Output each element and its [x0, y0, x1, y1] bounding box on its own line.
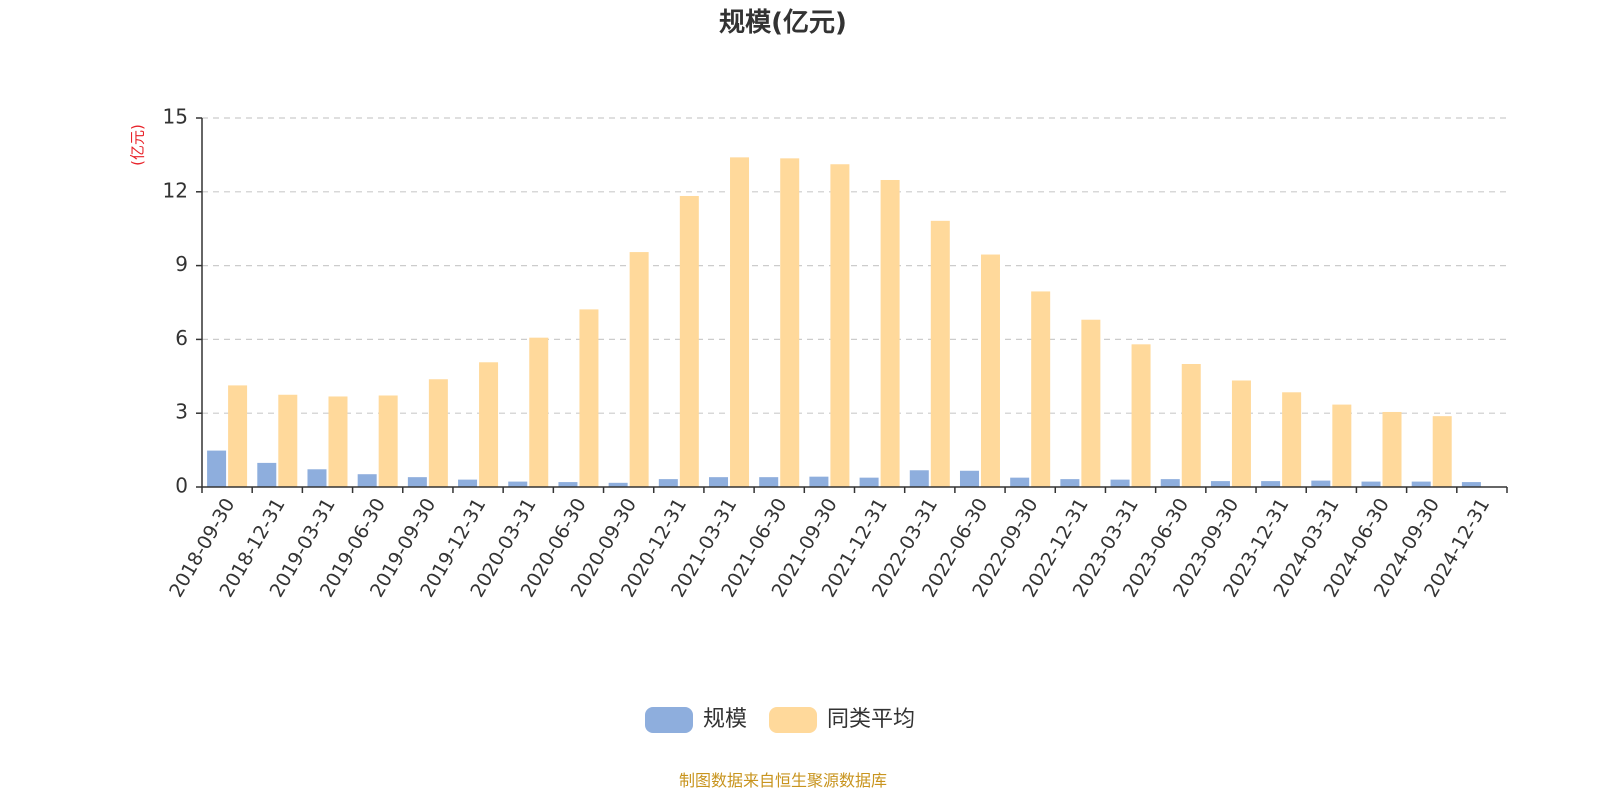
bar-scale	[207, 450, 227, 487]
bar-peer-average	[1031, 291, 1051, 487]
bar-peer-average	[980, 254, 1000, 487]
bar-scale	[658, 479, 678, 487]
bar-peer-average	[1432, 416, 1452, 487]
bar-scale	[257, 462, 277, 487]
bar-scale	[558, 482, 578, 487]
y-tick-label: 6	[175, 326, 188, 350]
bar-scale	[608, 482, 628, 487]
bar-scale	[1060, 479, 1080, 487]
bar-scale	[1311, 480, 1331, 487]
y-tick-label: 15	[163, 105, 188, 129]
bar-peer-average	[629, 252, 649, 487]
legend-label: 同类平均	[827, 707, 915, 732]
bar-scale	[458, 479, 478, 487]
legend-swatch	[769, 707, 818, 733]
bar-peer-average	[378, 395, 398, 487]
bars	[207, 157, 1481, 488]
data-source-note: 制图数据来自恒生聚源数据库	[679, 771, 887, 790]
bar-scale	[307, 469, 327, 487]
bar-scale	[1361, 481, 1381, 487]
bar-peer-average	[428, 379, 448, 487]
bar-peer-average	[1332, 404, 1352, 487]
bar-peer-average	[479, 362, 499, 487]
bar-peer-average	[1231, 380, 1251, 487]
bar-scale	[1160, 479, 1180, 487]
bar-scale	[859, 477, 879, 487]
bar-peer-average	[930, 220, 950, 487]
grid-lines	[202, 117, 1507, 414]
bar-scale	[1461, 482, 1481, 487]
bar-peer-average	[1181, 364, 1201, 487]
bar-peer-average	[1282, 392, 1302, 487]
bar-peer-average	[278, 394, 298, 487]
bar-peer-average	[228, 385, 248, 487]
bar-peer-average	[579, 309, 599, 487]
bar-scale	[508, 481, 528, 487]
bar-peer-average	[830, 164, 850, 488]
bar-scale	[709, 477, 729, 487]
y-axis-unit: (亿元)	[129, 124, 147, 166]
bar-scale	[407, 477, 427, 487]
bar-scale	[809, 476, 829, 487]
y-tick-label: 9	[175, 252, 188, 276]
bar-scale	[909, 470, 929, 487]
bar-scale	[1110, 479, 1130, 487]
bar-peer-average	[529, 337, 549, 487]
bar-scale	[1010, 477, 1030, 487]
bar-peer-average	[780, 158, 800, 487]
bar-scale	[759, 477, 779, 487]
bar-scale	[1411, 481, 1431, 487]
bar-peer-average	[880, 179, 900, 487]
chart-title: 规模(亿元)	[719, 8, 847, 38]
y-tick-label: 3	[175, 400, 188, 424]
bar-scale	[959, 470, 979, 487]
legend-swatch	[645, 707, 693, 733]
legend: 规模 同类平均	[645, 707, 915, 733]
bar-scale	[1210, 481, 1230, 487]
bar-peer-average	[730, 157, 750, 488]
bar-peer-average	[1131, 344, 1151, 487]
bar-peer-average	[679, 195, 699, 487]
bar-peer-average	[1382, 411, 1402, 487]
y-tick-label: 12	[163, 178, 188, 202]
bar-peer-average	[328, 396, 348, 487]
legend-label: 规模	[703, 707, 747, 732]
bar-scale	[1261, 481, 1281, 487]
y-tick-label: 0	[175, 474, 188, 498]
bar-scale	[357, 474, 377, 487]
bar-peer-average	[1081, 319, 1101, 487]
